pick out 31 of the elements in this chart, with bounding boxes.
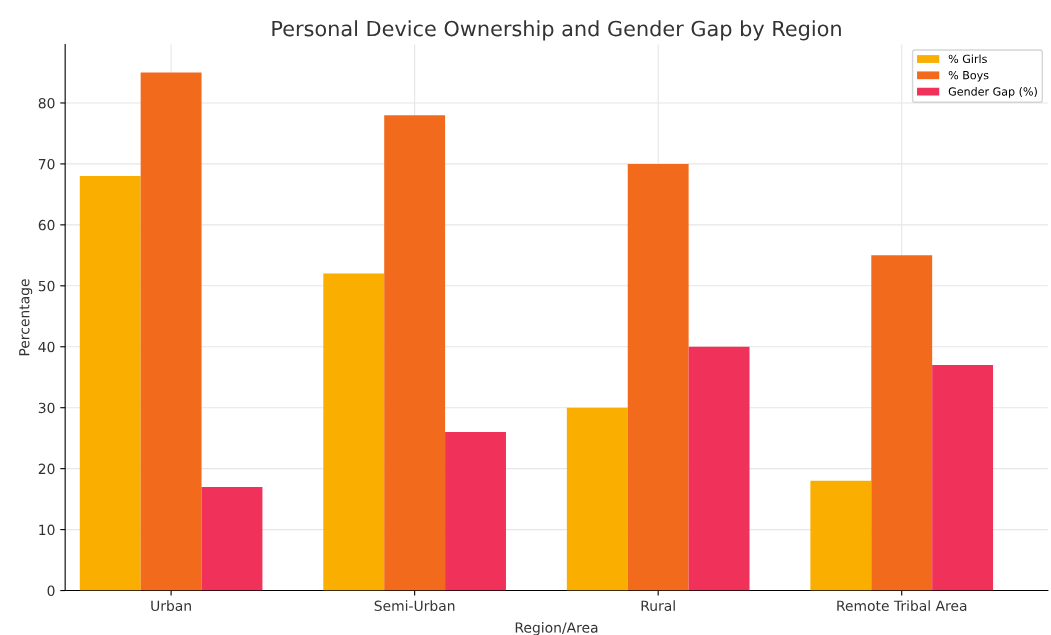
y-tick-label: 80 — [38, 97, 55, 109]
bar — [323, 273, 385, 591]
bar — [810, 480, 872, 591]
x-tick-label: Semi-Urban — [374, 600, 455, 612]
bar — [627, 163, 689, 591]
chart-title: Personal Device Ownership and Gender Gap by Region — [272, 20, 841, 41]
y-tick-label: 20 — [38, 463, 55, 475]
bar — [79, 176, 141, 591]
bar — [140, 72, 202, 591]
bar — [932, 365, 994, 591]
x-tick-label: Remote Tribal Area — [837, 600, 967, 612]
x-tick-label: Rural — [641, 600, 675, 612]
legend-label: % Boys — [948, 70, 989, 82]
legend-label: Gender Gap (%) — [948, 87, 1037, 98]
bar — [566, 407, 628, 591]
y-tick-label: 10 — [39, 524, 55, 536]
bar — [688, 346, 750, 591]
bar — [445, 432, 506, 591]
y-axis-title: Percentage — [19, 279, 33, 356]
bar — [201, 486, 263, 591]
y-tick-label: 30 — [38, 402, 55, 414]
y-tick-label: 60 — [38, 219, 55, 231]
x-tick-label: Urban — [151, 600, 191, 612]
y-tick-label: 70 — [38, 158, 55, 170]
legend-label: % Girls — [948, 54, 987, 64]
x-axis-title: Region/Area — [515, 622, 598, 635]
y-tick-label: 40 — [38, 341, 55, 353]
y-tick-label: 0 — [47, 585, 55, 597]
y-tick-label: 50 — [38, 280, 55, 292]
bar — [871, 255, 933, 591]
bar — [384, 115, 446, 591]
